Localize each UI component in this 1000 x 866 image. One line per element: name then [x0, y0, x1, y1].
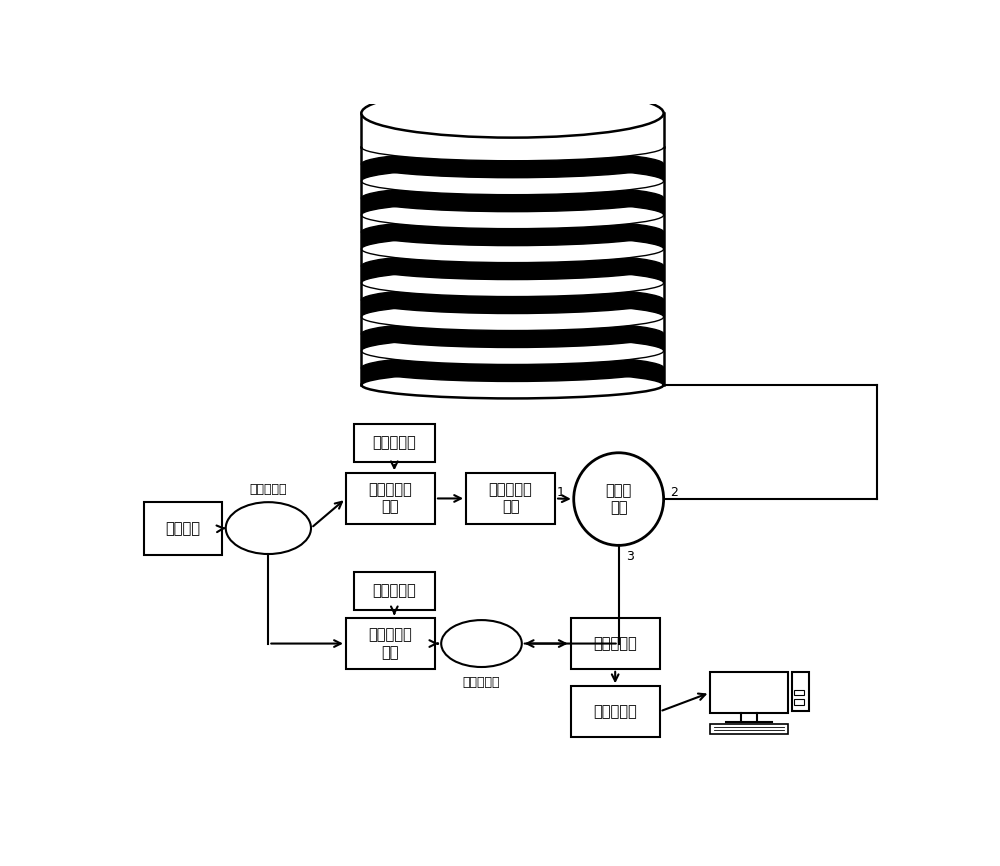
Text: 激光光源: 激光光源 [166, 521, 201, 536]
Ellipse shape [361, 167, 664, 195]
Ellipse shape [441, 620, 522, 667]
Bar [361, 147, 664, 165]
Ellipse shape [361, 133, 664, 161]
Ellipse shape [361, 252, 664, 280]
Ellipse shape [361, 320, 664, 347]
Bar [361, 232, 664, 249]
FancyBboxPatch shape [144, 502, 222, 554]
Bar [361, 334, 664, 351]
Ellipse shape [361, 287, 664, 313]
Ellipse shape [361, 303, 664, 331]
Ellipse shape [361, 218, 664, 246]
FancyBboxPatch shape [571, 686, 660, 737]
FancyBboxPatch shape [346, 473, 435, 524]
Ellipse shape [361, 372, 664, 398]
FancyBboxPatch shape [710, 724, 788, 734]
Text: 半导体光放
大器: 半导体光放 大器 [489, 482, 532, 514]
FancyBboxPatch shape [571, 618, 660, 669]
Bar [361, 300, 664, 317]
Bar [361, 181, 664, 198]
Ellipse shape [226, 502, 311, 554]
Ellipse shape [361, 151, 664, 178]
FancyBboxPatch shape [794, 700, 804, 705]
Ellipse shape [361, 269, 664, 296]
Ellipse shape [574, 453, 664, 546]
Bar [361, 215, 664, 232]
Bar [361, 351, 664, 368]
Text: 第二声光调
制器: 第二声光调 制器 [369, 627, 412, 660]
Bar [361, 283, 664, 300]
Text: 光电探测器: 光电探测器 [593, 636, 637, 651]
Bar [361, 249, 664, 266]
FancyBboxPatch shape [354, 572, 435, 611]
Text: 2: 2 [670, 487, 678, 500]
Bar [361, 113, 664, 147]
FancyBboxPatch shape [346, 618, 435, 669]
Bar [361, 165, 664, 181]
Text: 第一驱动器: 第一驱动器 [372, 436, 416, 450]
Ellipse shape [361, 354, 664, 381]
Ellipse shape [361, 202, 664, 229]
Text: 3: 3 [626, 550, 634, 563]
Text: 1: 1 [557, 487, 564, 500]
Ellipse shape [361, 236, 664, 262]
Bar [361, 368, 664, 385]
Text: 第一声光调
制器: 第一声光调 制器 [369, 482, 412, 514]
FancyBboxPatch shape [466, 473, 555, 524]
FancyBboxPatch shape [354, 423, 435, 462]
Bar [361, 198, 664, 215]
Bar [361, 266, 664, 283]
Ellipse shape [361, 88, 664, 138]
Text: 第二耦合器: 第二耦合器 [463, 676, 500, 689]
FancyBboxPatch shape [710, 672, 788, 713]
FancyBboxPatch shape [792, 672, 809, 711]
FancyBboxPatch shape [794, 689, 804, 695]
Ellipse shape [361, 184, 664, 211]
Text: 第一耦合器: 第一耦合器 [250, 483, 287, 496]
Text: 第二驱动器: 第二驱动器 [372, 584, 416, 598]
Text: 光纤环
形器: 光纤环 形器 [606, 483, 632, 515]
Text: 数据采集卡: 数据采集卡 [593, 704, 637, 719]
Bar [361, 317, 664, 334]
Ellipse shape [361, 338, 664, 365]
